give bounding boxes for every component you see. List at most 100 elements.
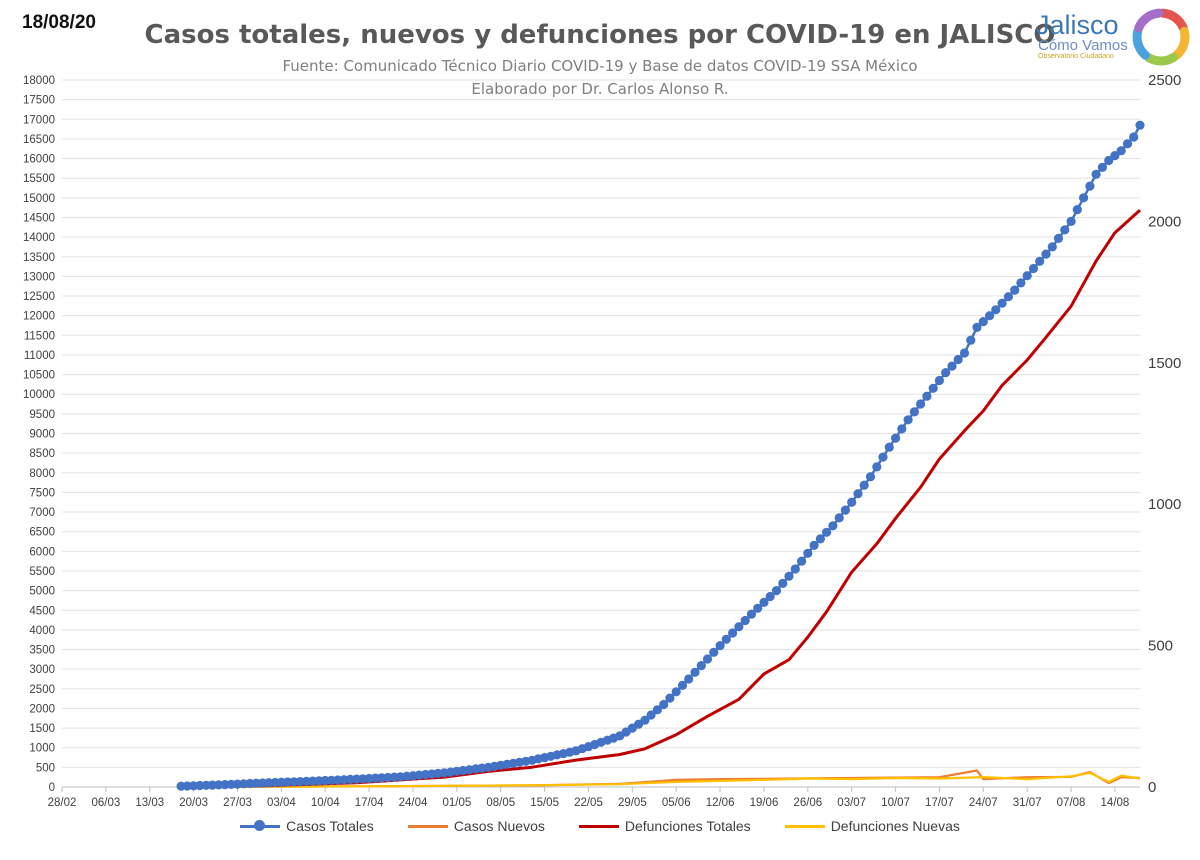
x-tick-label: 24/04 — [399, 797, 428, 809]
series-line-defunciones-totales — [181, 208, 1142, 789]
y-left-tick-label: 10000 — [23, 389, 55, 401]
data-point — [972, 322, 982, 332]
y-right-tick-label: 2500 — [1148, 72, 1181, 89]
y-left-tick-label: 10500 — [23, 370, 55, 382]
legend-item: Casos Totales — [240, 818, 374, 834]
y-right-tick-label: 500 — [1148, 638, 1173, 655]
data-point — [1091, 169, 1101, 179]
y-left-tick-label: 4000 — [29, 625, 55, 637]
data-point — [1010, 285, 1020, 295]
legend-label: Defunciones Nuevas — [830, 818, 960, 834]
x-tick-label: 15/05 — [530, 797, 559, 809]
chart-author: Elaborado por Dr. Carlos Alonso R. — [471, 80, 729, 98]
data-point — [1097, 162, 1107, 172]
data-point — [828, 521, 838, 531]
x-tick-label: 17/04 — [355, 797, 384, 809]
y-left-tick-label: 3500 — [29, 645, 55, 657]
series-line-defunciones-nuevas — [181, 771, 1141, 789]
y-left-tick-label: 17000 — [23, 114, 55, 126]
data-point — [897, 424, 907, 434]
y-left-tick-label: 1000 — [29, 743, 55, 755]
y-right-tick-label: 0 — [1148, 779, 1156, 796]
data-point — [1003, 292, 1014, 302]
data-point — [1053, 233, 1064, 243]
data-point — [815, 534, 826, 544]
y-left-tick-label: 5500 — [29, 566, 55, 578]
x-tick-label: 20/03 — [179, 797, 208, 809]
data-point — [891, 433, 901, 443]
x-tick-label: 31/07 — [1013, 797, 1042, 809]
x-tick-label: 01/05 — [442, 797, 471, 809]
y-left-tick-label: 9000 — [29, 429, 55, 441]
data-point — [771, 586, 782, 596]
data-point — [978, 317, 988, 327]
data-point — [765, 591, 775, 602]
jalisco-como-vamos-logo: Jalisco Cómo Vamos Observatorio Ciudadan… — [1036, 8, 1192, 66]
y-left-tick-label: 15500 — [23, 173, 55, 185]
y-left-tick-label: 6500 — [29, 527, 55, 539]
y-left-tick-label: 16000 — [23, 154, 55, 166]
legend-item: Defunciones Nuevas — [784, 818, 960, 834]
x-tick-label: 07/08 — [1057, 797, 1086, 809]
y-left-tick-label: 8000 — [29, 468, 55, 480]
data-point — [953, 354, 963, 365]
x-tick-label: 12/06 — [706, 797, 735, 809]
data-point — [709, 647, 719, 657]
legend-label: Casos Totales — [286, 818, 374, 834]
date-stamp: 18/08/20 — [22, 12, 96, 33]
y-left-tick-label: 0 — [49, 782, 55, 794]
data-point — [652, 705, 663, 715]
logo-ring-segment — [1158, 8, 1188, 33]
y-left-tick-label: 11000 — [24, 350, 55, 362]
data-point — [878, 452, 888, 462]
data-point — [659, 699, 669, 710]
data-point — [1022, 271, 1032, 281]
x-tick-label: 14/08 — [1101, 797, 1130, 809]
y-left-tick-label: 14500 — [23, 212, 55, 224]
x-tick-label: 17/07 — [925, 797, 954, 809]
data-point — [640, 715, 650, 725]
y-right-tick-label: 1500 — [1148, 355, 1181, 372]
data-point — [941, 368, 951, 378]
data-point — [834, 513, 844, 523]
x-axis: 28/02 06/03 13/03 20/03 27/03 03/04 10/04 17/04… — [48, 787, 1130, 809]
y-left-tick-label: 500 — [36, 762, 55, 774]
data-point — [1129, 132, 1139, 142]
logo-ring-segment — [1134, 8, 1164, 33]
data-point — [690, 667, 700, 677]
legend-item: Defunciones Totales — [578, 818, 751, 834]
data-point — [702, 654, 713, 664]
y-axis-right: 0 500 1000 1500 2000 2500 — [1148, 72, 1181, 796]
y-left-tick-label: 2500 — [29, 684, 55, 696]
y-left-tick-label: 8500 — [29, 448, 55, 460]
y-left-tick-label: 6000 — [29, 546, 55, 558]
y-left-tick-label: 14000 — [23, 232, 55, 244]
logo-small-text: Observatorio Ciudadano — [1038, 53, 1114, 60]
data-point — [1041, 249, 1051, 259]
chart-title: Casos totales, nuevos y defunciones por … — [144, 20, 1056, 50]
data-point — [809, 540, 819, 551]
data-point — [916, 399, 926, 409]
data-point — [1122, 139, 1133, 149]
x-tick-label: 03/07 — [837, 797, 866, 809]
x-tick-label: 05/06 — [662, 797, 691, 809]
x-tick-label: 03/04 — [267, 797, 296, 809]
x-tick-label: 13/03 — [135, 797, 164, 809]
data-point — [728, 628, 738, 638]
data-point — [1135, 120, 1145, 130]
data-point — [997, 298, 1007, 308]
grid-lines — [62, 79, 1140, 788]
legend-swatch — [578, 820, 619, 832]
data-point — [734, 622, 744, 632]
y-left-tick-label: 15000 — [23, 193, 55, 205]
x-tick-label: 19/06 — [750, 797, 779, 809]
data-point — [934, 375, 945, 386]
data-point — [1047, 242, 1057, 252]
data-point — [1085, 181, 1095, 191]
y-axis-left: 0 500 1000 1500 2000 2500 3000 3500 4000 4500 5000… — [23, 75, 55, 794]
series-layer — [176, 120, 1145, 791]
x-tick-label: 29/05 — [618, 797, 647, 809]
legend-swatch — [240, 820, 281, 832]
data-point — [991, 305, 1001, 315]
